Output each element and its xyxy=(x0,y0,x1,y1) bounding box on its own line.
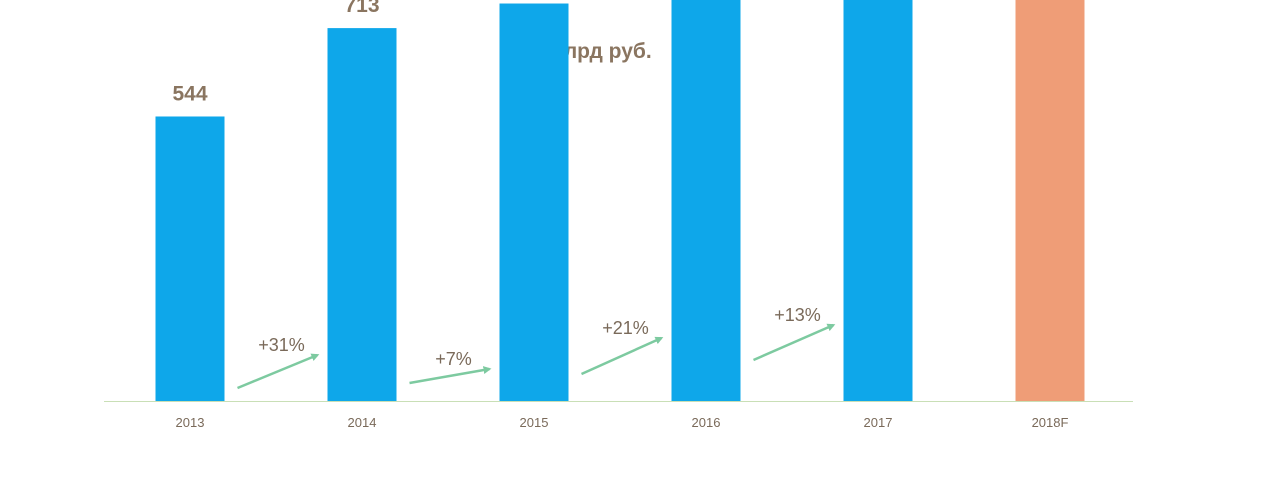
x-tick-label-2013: 2013 xyxy=(176,415,205,430)
bar-2016 xyxy=(671,0,741,401)
growth-label-1: +31% xyxy=(258,335,305,355)
bar-2013 xyxy=(155,116,225,401)
bar-2014 xyxy=(327,28,397,401)
x-tick-label-2015: 2015 xyxy=(520,415,549,430)
growth-label-4: +13% xyxy=(774,305,821,325)
chart-title: млрд руб. xyxy=(548,40,652,63)
growth-arrow-4 xyxy=(752,323,836,362)
x-tick-label-2017: 2017 xyxy=(864,415,893,430)
growth-arrow-2 xyxy=(409,366,492,385)
bar-2015 xyxy=(499,3,569,402)
growth-label-3: +21% xyxy=(602,318,649,338)
growth-arrow-3 xyxy=(580,336,664,376)
x-tick-label-2014: 2014 xyxy=(348,415,377,430)
x-tick-label-2016: 2016 xyxy=(692,415,721,430)
bar-2017 xyxy=(843,0,913,401)
growth-arrow-1 xyxy=(237,353,320,390)
value-label-2013: 544 xyxy=(172,82,207,105)
x-tick-label-2018F: 2018F xyxy=(1032,415,1069,430)
growth-label-2: +7% xyxy=(435,349,472,369)
bar-2018F xyxy=(1015,0,1085,401)
value-label-2014: 713 xyxy=(344,0,379,17)
